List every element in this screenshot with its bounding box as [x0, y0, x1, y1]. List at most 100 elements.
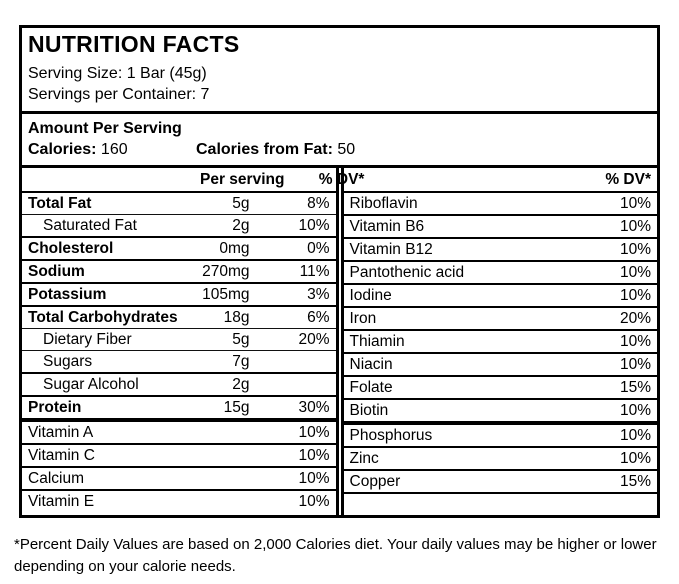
right-table-body: Riboflavin 10% Vitamin B6 10% Vitamin B12 10%… [343, 193, 657, 515]
nutrient-daily-value: 10% [619, 356, 651, 373]
calories-label: Calories: [28, 141, 97, 158]
table-row: Pantothenic acid 10% [343, 262, 657, 285]
nutrient-daily-value: 10% [298, 217, 330, 234]
nutrient-daily-value: 15% [619, 473, 651, 490]
nutrient-daily-value: 11% [299, 263, 330, 280]
label-title: NUTRITION FACTS [28, 31, 240, 57]
nutrient-amount [200, 468, 250, 489]
nutrient-amount: 7g [232, 353, 250, 370]
nutrient-name: Copper [349, 473, 401, 490]
nutrient-amount [200, 422, 250, 443]
nutrient-amount: 270mg [202, 263, 250, 280]
nutrient-amount [200, 445, 250, 466]
nutrient-daily-value: 20% [619, 310, 651, 327]
nutrient-amount: 18g [223, 309, 250, 326]
table-row: Iron 20% [343, 308, 657, 331]
nutrient-name: Vitamin B12 [349, 241, 433, 258]
nutrient-name: Dietary Fiber [43, 331, 132, 348]
nutrient-daily-value: 10% [619, 218, 651, 235]
nutrient-daily-value: 10% [619, 402, 651, 419]
table-row: Thiamin 10% [343, 331, 657, 354]
nutrient-daily-value [250, 374, 330, 395]
nutrient-name: Sodium [28, 263, 85, 280]
nutrient-daily-value: 10% [619, 264, 651, 281]
nutrient-daily-value: 10% [619, 287, 651, 304]
table-row: Iodine 10% [343, 285, 657, 308]
table-row: Potassium 105mg 3% [22, 284, 336, 307]
nutrient-daily-value: 8% [307, 195, 330, 212]
nutrient-name: Biotin [349, 402, 389, 419]
table-row: Cholesterol 0mg 0% [22, 238, 336, 261]
right-dv-header: % DV* [605, 171, 651, 188]
nutrient-name: Calcium [28, 470, 84, 487]
left-table-body: Total Fat 5g 8% Saturated Fat 2g 10% Cholester… [22, 193, 336, 512]
nutrient-name: Iodine [349, 287, 392, 304]
serving-size-text: Serving Size: 1 Bar (45g) [28, 65, 207, 82]
nutrient-name: Total Carbohydrates [28, 309, 178, 326]
table-row: Total Fat 5g 8% [22, 193, 336, 215]
nutrient-name: Niacin [349, 356, 393, 373]
table-row: Biotin 10% [343, 400, 657, 425]
nutrient-amount: 2g [232, 376, 250, 393]
nutrient-daily-value: 10% [619, 195, 651, 212]
nutrient-daily-value: 10% [619, 427, 651, 444]
nutrient-name: Protein [28, 399, 82, 416]
nutrient-daily-value: 10% [298, 424, 330, 441]
nutrient-daily-value: 6% [307, 309, 330, 326]
table-row: Zinc 10% [343, 448, 657, 471]
header-section: NUTRITION FACTS Serving Size: 1 Bar (45g… [22, 28, 657, 111]
nutrient-name: Pantothenic acid [349, 264, 465, 281]
table-row: Riboflavin 10% [343, 193, 657, 216]
left-header-name-spacer [28, 168, 200, 191]
nutrient-name: Potassium [28, 286, 107, 303]
nutrient-daily-value: 15% [619, 379, 651, 396]
nutrient-amount: 15g [223, 399, 250, 416]
table-row: Sugar Alcohol 2g [22, 374, 336, 397]
calories-row: Calories: 160 Calories from Fat: 50 [28, 139, 651, 160]
calories-from-fat-group: Calories from Fat: 50 [196, 139, 355, 160]
calories-value-group: Calories: 160 [28, 139, 196, 160]
right-table-header: % DV* [343, 168, 657, 193]
nutrient-amount: 5g [232, 331, 250, 348]
table-row: Saturated Fat 2g 10% [22, 215, 336, 238]
table-row: Total Carbohydrates 18g 6% [22, 307, 336, 329]
nutrient-name: Sugars [43, 353, 93, 370]
nutrient-name: Thiamin [349, 333, 405, 350]
servings-per-container-text: Servings per Container: 7 [28, 86, 210, 103]
table-row: Folate 15% [343, 377, 657, 400]
nutrient-amount [200, 491, 250, 512]
nutrient-daily-value: 10% [298, 447, 330, 464]
table-row: Vitamin E 10% [22, 491, 336, 512]
percent-dv-footnote: *Percent Daily Values are based on 2,000… [14, 536, 657, 575]
nutrient-amount: 105mg [202, 286, 250, 303]
left-table-header: Per serving % DV* [22, 168, 364, 193]
nutrient-name: Vitamin B6 [349, 218, 425, 235]
nutrient-name [350, 494, 572, 515]
nutrient-name: Phosphorus [349, 427, 433, 444]
table-row: Vitamin B6 10% [343, 216, 657, 239]
vitamin-mineral-table: % DV* Riboflavin 10% Vitamin B6 10% Vitamin … [340, 168, 657, 515]
per-serving-header: Per serving [200, 171, 285, 188]
table-row: Vitamin C 10% [22, 445, 336, 468]
nutrient-name: Folate [349, 379, 393, 396]
calories-from-fat-label: Calories from Fat: [196, 141, 333, 158]
table-row: Sugars 7g [22, 351, 336, 374]
nutrient-name: Iron [349, 310, 377, 327]
nutrient-daily-value: 10% [298, 493, 330, 510]
nutrient-daily-value [250, 351, 330, 372]
nutrient-name: Cholesterol [28, 240, 114, 257]
table-row: Protein 15g 30% [22, 397, 336, 422]
nutrient-daily-value [571, 494, 651, 515]
nutrient-name: Vitamin E [28, 493, 95, 510]
nutrient-daily-value: 10% [298, 470, 330, 487]
nutrient-name: Riboflavin [349, 195, 418, 212]
table-row: Copper 15% [343, 471, 657, 494]
nutrient-name: Sugar Alcohol [43, 376, 139, 393]
table-row: Niacin 10% [343, 354, 657, 377]
table-row: Calcium 10% [22, 468, 336, 491]
table-row: Phosphorus 10% [343, 425, 657, 448]
nutrient-daily-value: 10% [619, 333, 651, 350]
nutrient-daily-value: 30% [298, 399, 330, 416]
table-row: Vitamin B12 10% [343, 239, 657, 262]
right-header-name-spacer [350, 168, 572, 191]
